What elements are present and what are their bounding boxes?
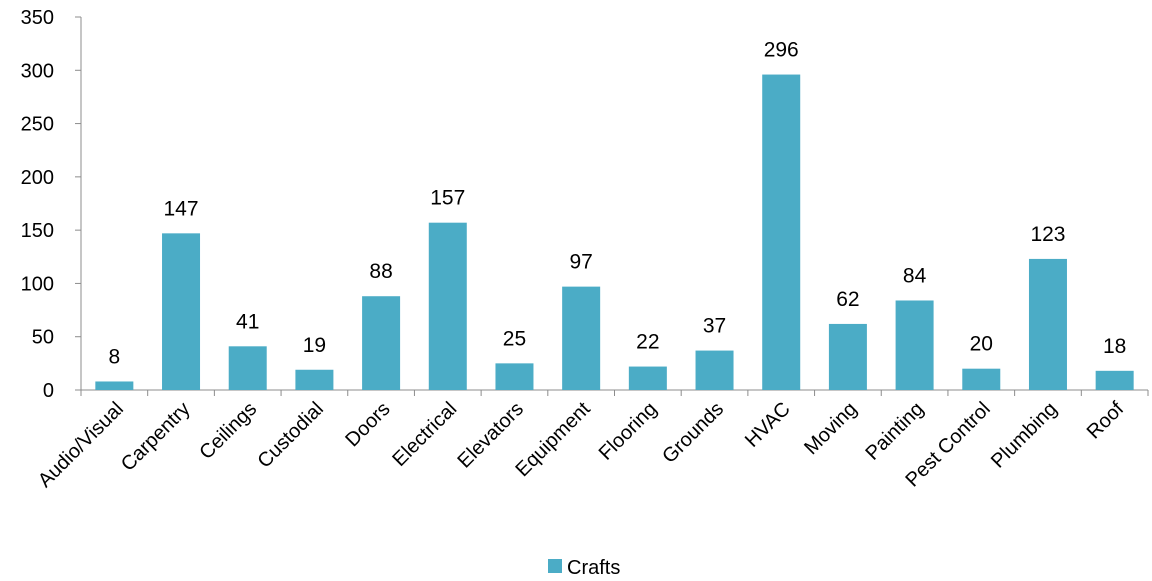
- bar: [228, 346, 267, 390]
- legend-label: Crafts: [567, 557, 620, 579]
- bar: [362, 296, 401, 390]
- x-tick-label: Grounds: [658, 398, 728, 468]
- bar: [1095, 370, 1134, 390]
- data-label: 25: [503, 327, 526, 350]
- data-label: 84: [903, 264, 927, 287]
- bar: [762, 74, 801, 390]
- x-tick-label: HVAC: [741, 398, 795, 452]
- y-tick-label: 150: [21, 220, 54, 242]
- bar: [162, 233, 201, 390]
- x-tick-label: Doors: [341, 398, 394, 451]
- data-label: 22: [636, 331, 659, 354]
- x-tick-label: Custodial: [253, 398, 328, 473]
- y-tick-label: 0: [43, 380, 54, 402]
- data-label: 8: [109, 345, 121, 368]
- bar: [828, 323, 867, 390]
- y-tick-label: 50: [32, 327, 54, 349]
- bar: [295, 369, 334, 390]
- x-tick-label: Moving: [800, 398, 861, 459]
- data-label: 20: [970, 333, 993, 356]
- x-tick-label: Carpentry: [117, 398, 195, 476]
- data-label: 123: [1030, 223, 1065, 246]
- x-tick-label: Audio/Visual: [34, 398, 128, 492]
- data-labels: 8 147 41 19 88 157 25 97 22 37 296 62 84 20 123 18: [109, 39, 1127, 369]
- bar: [95, 381, 134, 390]
- y-axis: 0 50 100 150 200 250 300 350: [21, 7, 82, 402]
- legend: Crafts: [548, 557, 620, 579]
- data-label: 41: [236, 310, 259, 333]
- x-tick-label: Painting: [861, 398, 928, 465]
- data-label: 157: [430, 187, 465, 210]
- y-tick-label: 300: [21, 60, 54, 82]
- y-tick-label: 250: [21, 114, 54, 136]
- data-label: 147: [164, 197, 199, 220]
- y-tick-label: 350: [21, 7, 54, 29]
- bar: [495, 363, 534, 390]
- data-label: 18: [1103, 335, 1126, 358]
- bar: [628, 366, 667, 390]
- y-tick-label: 200: [21, 167, 54, 189]
- data-label: 97: [569, 251, 592, 274]
- data-label: 296: [764, 39, 799, 62]
- bar: [428, 222, 467, 390]
- y-tick-label: 100: [21, 273, 54, 295]
- legend-swatch: [548, 559, 562, 573]
- data-label: 62: [836, 288, 859, 311]
- x-tick-label: Flooring: [595, 398, 662, 465]
- x-tick-label: Roof: [1083, 398, 1129, 444]
- x-tick-label: Electrical: [388, 398, 461, 471]
- x-tick-label: Plumbing: [987, 398, 1062, 473]
- bar: [695, 350, 734, 390]
- data-label: 37: [703, 315, 726, 338]
- x-tick-label: Ceilings: [195, 398, 261, 464]
- bar: [1028, 258, 1067, 390]
- bar: [895, 300, 934, 390]
- bar-series: [95, 74, 1134, 390]
- bar: [962, 368, 1001, 390]
- data-label: 88: [369, 260, 392, 283]
- bar: [562, 286, 601, 390]
- data-label: 19: [303, 334, 326, 357]
